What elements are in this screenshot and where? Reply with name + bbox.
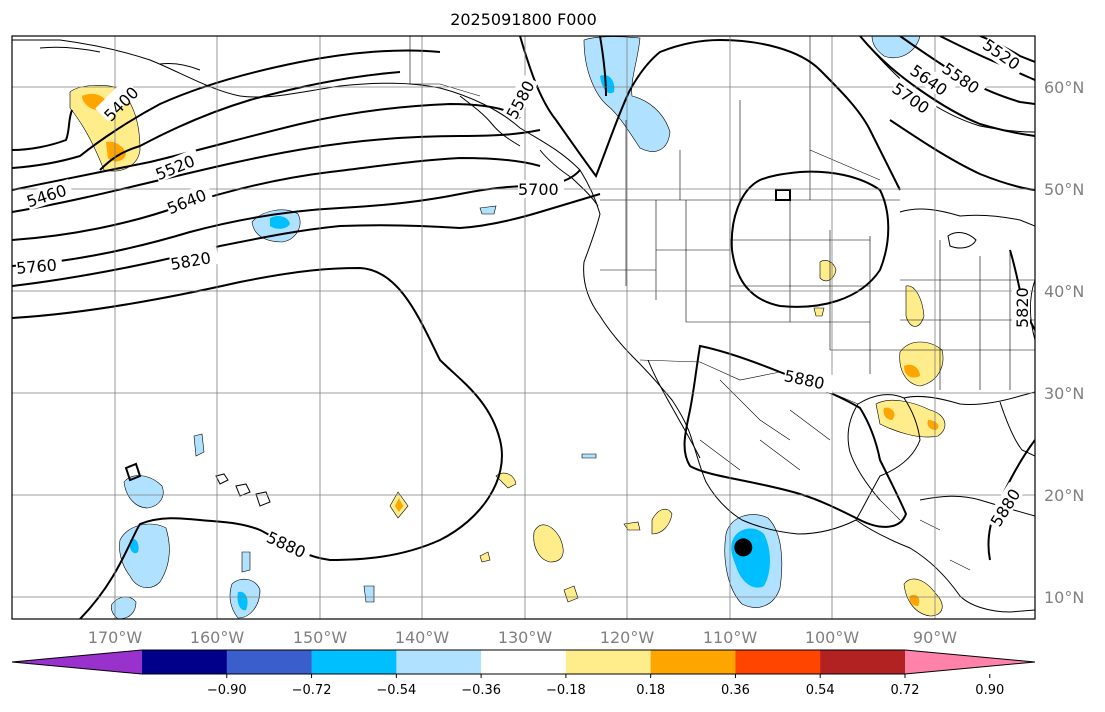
lat-tick-label: 60°N bbox=[1044, 78, 1084, 97]
colorbar-tick-label: 0.18 bbox=[636, 683, 665, 698]
lon-tick-label: 130°W bbox=[498, 628, 553, 647]
lon-tick-label: 140°W bbox=[395, 628, 450, 647]
lon-tick-label: 110°W bbox=[703, 628, 758, 647]
latitude-tick-labels: 10°N 20°N 30°N 40°N 50°N 60°N bbox=[1044, 78, 1084, 607]
lon-tick-label: 170°W bbox=[88, 628, 143, 647]
chart-title: 2025091800 F000 bbox=[450, 10, 597, 29]
lon-tick-label: 120°W bbox=[600, 628, 655, 647]
colorbar-tick-label: −0.36 bbox=[461, 683, 501, 698]
lat-tick-label: 20°N bbox=[1044, 486, 1084, 505]
lon-tick-label: 160°W bbox=[190, 628, 245, 647]
storm-center-marker bbox=[734, 538, 753, 557]
colorbar-tick-label: 0.90 bbox=[975, 683, 1004, 698]
lat-tick-label: 40°N bbox=[1044, 282, 1084, 301]
colorbar-bin bbox=[142, 650, 228, 674]
lon-tick-label: 90°W bbox=[913, 628, 957, 647]
colorbar-tick-label: 0.72 bbox=[891, 683, 920, 698]
colorbar-tick-label: 0.54 bbox=[806, 683, 835, 698]
colorbar-bin bbox=[311, 650, 397, 674]
colorbar-extend-low bbox=[12, 650, 142, 674]
contour-label-5700: 5700 bbox=[518, 180, 559, 199]
contour-label-5820-east: 5820 bbox=[1013, 287, 1032, 328]
colorbar-tick-label: −0.18 bbox=[546, 683, 586, 698]
colorbar-bin bbox=[735, 650, 821, 674]
colorbar-bin bbox=[820, 650, 906, 674]
lat-tick-label: 50°N bbox=[1044, 180, 1084, 199]
colorbar-tick-label: −0.54 bbox=[376, 683, 416, 698]
graticule bbox=[12, 36, 1035, 619]
lat-tick-label: 10°N bbox=[1044, 588, 1084, 607]
lat-tick-label: 30°N bbox=[1044, 384, 1084, 403]
colorbar-bin bbox=[481, 650, 567, 674]
lon-tick-label: 150°W bbox=[293, 628, 348, 647]
contour-label-5760: 5760 bbox=[15, 255, 57, 277]
coastlines bbox=[12, 36, 1035, 613]
colorbar-bin bbox=[565, 650, 652, 674]
colorbar-bin bbox=[396, 650, 482, 674]
colorbar-tick-label: −0.72 bbox=[292, 683, 332, 698]
colorbar-tick-label: −0.90 bbox=[207, 683, 247, 698]
colorbar-outline bbox=[11, 649, 1036, 675]
longitude-tick-labels: 170°W 160°W 150°W 140°W 130°W 120°W 110°… bbox=[88, 628, 957, 647]
colorbar-tick-label: 0.36 bbox=[721, 683, 750, 698]
map-frame bbox=[11, 35, 1036, 620]
colorbar-bin bbox=[226, 650, 313, 674]
colorbar: −0.90 −0.72 −0.54 −0.36 −0.18 0.18 0.36 0.54 0.7… bbox=[11, 649, 1036, 698]
lon-tick-label: 100°W bbox=[805, 628, 860, 647]
colorbar-bin bbox=[650, 650, 736, 674]
colorbar-extend-high bbox=[905, 650, 1035, 674]
